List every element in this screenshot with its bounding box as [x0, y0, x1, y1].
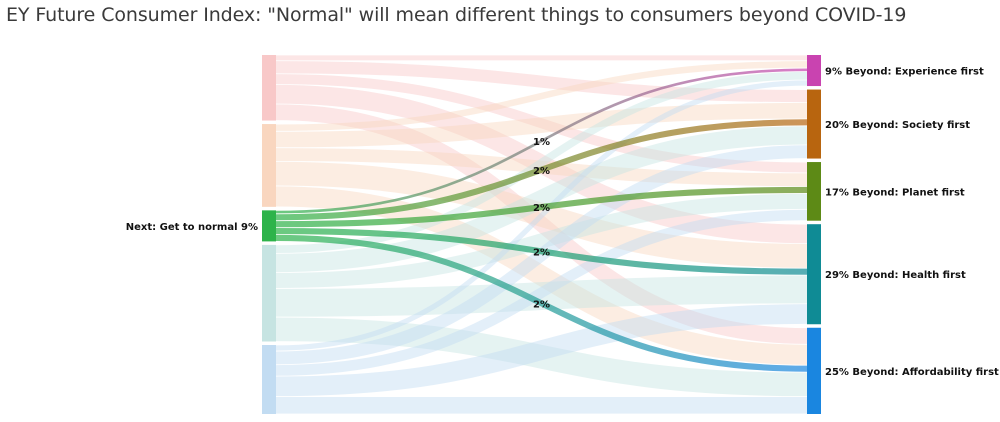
link-label: 2% [533, 203, 550, 214]
right-node[interactable] [807, 89, 821, 159]
link-label: 2% [533, 166, 550, 177]
highlighted-link[interactable] [275, 119, 808, 221]
link[interactable] [275, 84, 808, 244]
highlighted-link[interactable] [275, 234, 808, 372]
right-node-label: 17% Beyond: Planet first [825, 187, 965, 198]
link[interactable] [275, 317, 808, 397]
link[interactable] [275, 71, 808, 253]
right-node-label: 9% Beyond: Experience first [825, 67, 984, 78]
node-next-get-to-normal[interactable] [262, 210, 276, 242]
link[interactable] [275, 145, 808, 365]
link-label: 1% [533, 137, 550, 148]
left-node[interactable] [262, 244, 276, 342]
right-node[interactable] [807, 55, 821, 87]
link-label: 2% [533, 299, 550, 310]
link[interactable] [275, 126, 808, 273]
links [275, 55, 808, 414]
left-node[interactable] [262, 345, 276, 414]
left-node[interactable] [262, 55, 276, 121]
link[interactable] [275, 304, 808, 397]
right-node-label: 29% Beyond: Health first [825, 270, 966, 281]
link[interactable] [275, 193, 808, 289]
highlighted-link[interactable] [275, 68, 808, 214]
link[interactable] [275, 161, 808, 268]
highlighted-link[interactable] [275, 186, 808, 228]
left-node-label: Next: Get to normal 9% [126, 222, 258, 233]
right-node-label: 25% Beyond: Affordability first [825, 367, 999, 378]
highlighted-link[interactable] [275, 228, 808, 275]
link[interactable] [275, 80, 808, 351]
link[interactable] [275, 61, 808, 103]
link[interactable] [275, 61, 808, 131]
link[interactable] [275, 104, 808, 344]
right-node[interactable] [807, 162, 821, 221]
link[interactable] [275, 275, 808, 317]
link[interactable] [275, 74, 808, 173]
chart-title: EY Future Consumer Index: "Normal" will … [6, 4, 907, 26]
left-node[interactable] [262, 124, 276, 207]
right-node-label: 20% Beyond: Society first [825, 120, 970, 131]
link[interactable] [275, 102, 808, 148]
link[interactable] [275, 209, 808, 376]
right-node[interactable] [807, 224, 821, 325]
right-node[interactable] [807, 327, 821, 414]
link-label: 2% [533, 247, 550, 258]
